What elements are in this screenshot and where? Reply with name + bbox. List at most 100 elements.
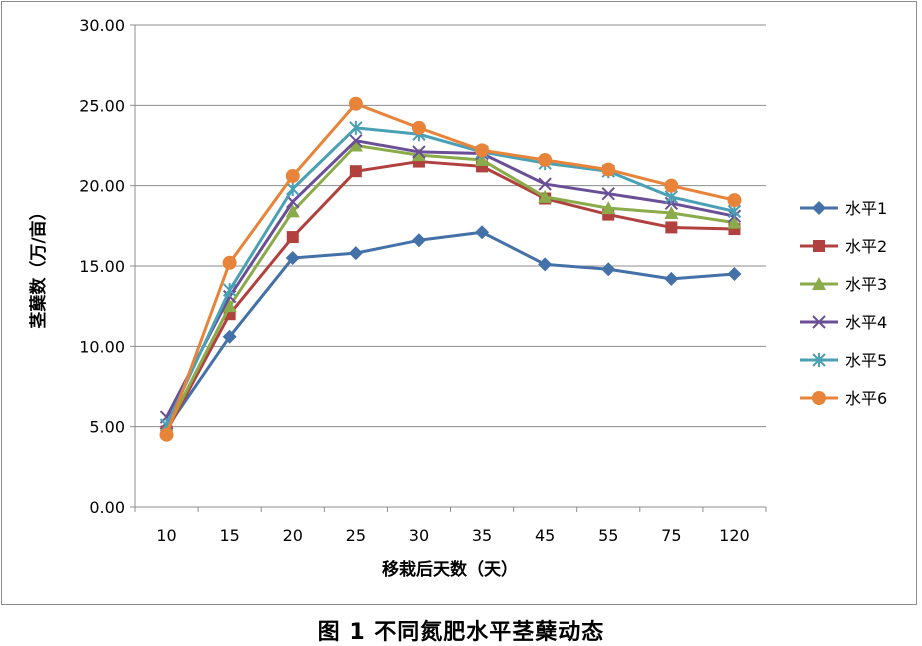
legend-marker	[812, 353, 826, 367]
marker-shape	[727, 215, 742, 229]
marker-shape	[349, 120, 363, 135]
series-line	[165, 126, 735, 426]
marker-shape	[727, 193, 742, 208]
series-group	[159, 96, 742, 442]
data-point	[285, 204, 300, 218]
data-point	[159, 427, 174, 442]
data-point	[538, 257, 553, 272]
data-point	[475, 152, 490, 166]
data-point	[538, 177, 552, 191]
legend-item-4: 水平4	[800, 313, 887, 332]
data-point	[475, 143, 490, 158]
legend-marker	[812, 391, 826, 405]
y-tick-label: 0.00	[89, 498, 125, 517]
data-point	[601, 262, 616, 277]
marker-shape	[813, 240, 825, 252]
data-point	[411, 233, 426, 248]
marker-shape	[286, 231, 299, 244]
marker-shape	[411, 233, 426, 248]
legend-marker	[812, 315, 826, 329]
legend-label: 水平5	[845, 351, 887, 370]
marker-shape	[348, 138, 363, 152]
x-tick-label: 15	[219, 526, 239, 545]
marker-shape	[412, 145, 426, 159]
marker-shape	[475, 225, 490, 240]
legend-item-6: 水平6	[800, 389, 887, 408]
x-tick-label: 75	[661, 526, 681, 545]
data-point	[727, 215, 742, 229]
y-tick-label: 20.00	[79, 177, 125, 196]
marker-shape	[538, 257, 553, 272]
marker-shape	[601, 262, 616, 277]
legend: 水平1 水平2 水平3 水平4 水平5 水平6	[800, 199, 887, 408]
data-point	[349, 165, 362, 178]
marker-shape	[727, 267, 742, 282]
series-line	[165, 160, 735, 433]
marker-shape	[222, 255, 237, 270]
data-point	[538, 152, 553, 167]
marker-shape	[349, 133, 363, 148]
marker-shape	[475, 143, 490, 158]
line-chart: 0.00 5.00 10.00 15.00 20.00 25.00 30.00 10 15 20 2…	[28, 16, 887, 580]
legend-label: 水平6	[845, 389, 887, 408]
data-point	[664, 271, 679, 286]
data-point	[538, 189, 553, 203]
data-point	[286, 231, 299, 244]
marker-shape	[812, 353, 826, 367]
data-point	[411, 148, 426, 162]
series-line	[165, 139, 735, 418]
marker-shape	[538, 189, 553, 203]
series-line	[165, 102, 735, 436]
marker-shape	[812, 391, 826, 405]
marker-shape	[348, 96, 363, 111]
legend-label: 水平3	[845, 275, 887, 294]
marker-shape	[812, 277, 826, 290]
x-axis-title: 移栽后天数（天）	[382, 559, 518, 580]
x-tick-label: 20	[283, 526, 303, 545]
data-point	[348, 96, 363, 111]
y-tick-label: 30.00	[79, 16, 125, 35]
marker-shape	[285, 250, 300, 265]
legend-label: 水平1	[845, 199, 887, 218]
data-point	[222, 283, 237, 298]
marker-shape	[601, 162, 616, 177]
marker-shape	[159, 427, 174, 442]
data-point	[727, 193, 742, 208]
data-point	[349, 120, 363, 135]
series-6	[159, 96, 742, 442]
marker-shape	[601, 186, 615, 201]
grid-lines	[135, 24, 766, 428]
marker-shape	[349, 165, 362, 178]
x-tick-label: 30	[409, 526, 429, 545]
legend-item-3: 水平3	[800, 275, 887, 294]
legend-marker	[812, 201, 826, 215]
figure-caption: 图 1 不同氮肥水平茎蘖动态	[317, 620, 605, 645]
x-tick-label: 55	[598, 526, 618, 545]
data-point	[665, 221, 678, 234]
data-point	[601, 162, 616, 177]
y-tick-label: 15.00	[79, 257, 125, 276]
marker-shape	[475, 152, 490, 166]
marker-shape	[222, 283, 237, 298]
marker-shape	[286, 181, 300, 196]
marker-shape	[812, 315, 826, 329]
chart-frame	[1, 1, 917, 605]
marker-shape	[222, 329, 237, 344]
marker-shape	[285, 204, 300, 218]
x-tick-label: 45	[535, 526, 555, 545]
marker-shape	[812, 201, 826, 215]
legend-item-1: 水平1	[800, 199, 887, 218]
data-point	[475, 225, 490, 240]
x-tick-label: 120	[719, 526, 750, 545]
y-tick-label: 5.00	[89, 418, 125, 437]
data-point	[222, 329, 237, 344]
data-point	[727, 267, 742, 282]
data-point	[285, 250, 300, 265]
marker-shape	[222, 299, 237, 313]
series-line	[165, 144, 735, 431]
marker-shape	[285, 169, 300, 184]
y-tick-label: 10.00	[79, 337, 125, 356]
marker-shape	[538, 177, 552, 191]
x-tick-label: 25	[346, 526, 366, 545]
data-point	[222, 255, 237, 270]
